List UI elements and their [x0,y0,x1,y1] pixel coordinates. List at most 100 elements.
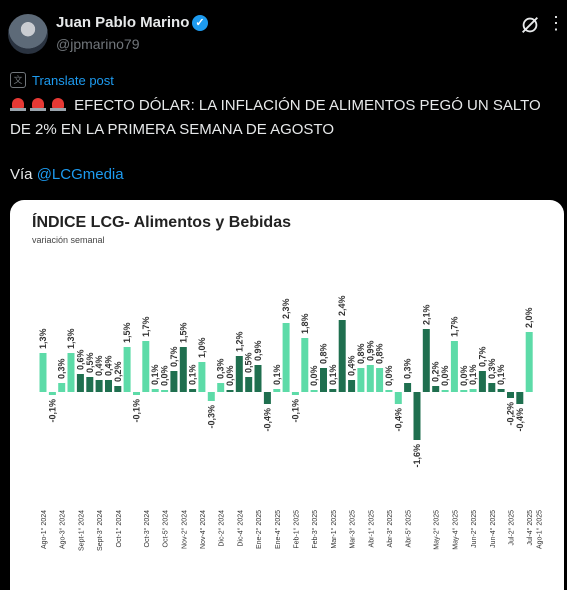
x-tick-label: Feb-3° 2025 [311,510,319,549]
bar [394,392,402,404]
bar [291,392,299,395]
data-label: 2,3% [281,298,291,319]
post-body: EFECTO DÓLAR: LA INFLACIÓN DE ALIMENTOS … [10,97,541,138]
data-label: 0,1% [468,364,478,385]
bar [497,389,505,392]
data-label: 0,3% [216,358,226,379]
data-label: -1,6% [412,444,422,468]
data-label: 1,3% [38,328,48,349]
bar [366,365,374,392]
data-label: 0,1% [272,364,282,385]
bar [86,377,94,392]
bar [189,389,197,392]
data-label: 0,7% [169,346,179,367]
data-label: 2,1% [421,304,431,325]
data-label: -0,1% [47,399,57,423]
x-tick-label: Abr-5° 2025 [405,510,413,548]
bar [376,368,384,392]
data-label: 2,0% [524,307,534,328]
data-label: -0,2% [506,402,516,426]
data-label: 1,0% [197,337,207,358]
bar [254,365,262,392]
x-tick-label: Abr-3° 2025 [386,510,394,548]
data-label: -0,1% [132,399,142,423]
data-label: 0,9% [365,340,375,361]
x-tick-label: Ago-3° 2024 [59,510,67,549]
bar [338,320,346,392]
data-label: 0,7% [477,346,487,367]
data-label: 0,1% [496,364,506,385]
x-tick-label: Ago-1° 2024 [40,510,48,549]
translate-post-link[interactable]: 文 Translate post [10,72,114,88]
data-label: 0,8% [319,343,329,364]
data-label: 1,7% [141,316,151,337]
bar [488,383,496,392]
data-label: 1,2% [234,331,244,352]
bar [142,341,150,392]
chart-image[interactable]: 1,3% -0,1% 0,3% 1,3% 0,6% 0,5% 0,4% 0,4% 0,2% 1,5… [10,200,564,590]
x-tick-label: Mar-1° 2025 [330,510,338,549]
data-label: 0,6% [75,349,85,370]
grok-icon[interactable] [519,14,541,36]
bar [310,390,318,392]
more-icon[interactable]: ⋮ [547,13,566,33]
siren-icon [10,96,26,112]
data-label: 0,8% [375,343,385,364]
author-name[interactable]: Juan Pablo Marino [56,14,190,31]
x-tick-label: Jun-2° 2025 [470,510,478,548]
chart-title: ÍNDICE LCG- Alimentos y Bebidas [32,214,291,231]
data-label: 1,8% [300,313,310,334]
data-label: 0,4% [347,355,357,376]
data-label: 0,8% [356,343,366,364]
siren-icon [50,96,66,112]
x-tick-label: Oct-1° 2024 [115,510,123,548]
bar [76,374,84,392]
x-tick-label: Oct-3° 2024 [143,510,151,548]
bar [217,383,225,392]
bar [357,368,365,392]
bar [263,392,271,404]
data-label: 0,4% [104,355,114,376]
avatar[interactable] [8,14,48,54]
bar [95,380,103,392]
data-label: 0,0% [440,365,450,386]
chart-subtitle: variación semanal [32,235,105,245]
translate-label: Translate post [32,72,114,88]
bar [179,347,187,392]
data-label: 0,9% [253,340,263,361]
data-label: -0,1% [290,399,300,423]
data-label: 2,4% [337,295,347,316]
bar [282,323,290,392]
data-label: 0,4% [94,355,104,376]
data-label: 0,2% [431,361,441,382]
mention-link[interactable]: @LCGmedia [36,166,124,183]
data-label: 1,5% [122,322,132,343]
x-tick-label: Sept-1° 2024 [77,510,85,551]
x-tick-label: May-4° 2025 [451,510,459,550]
bar [151,389,159,392]
bar [507,392,514,398]
bar [48,392,56,395]
bar [516,392,524,404]
bar [422,329,430,392]
data-label: 0,5% [85,352,95,373]
author-handle[interactable]: @jpmarino79 [56,36,140,52]
x-tick-label: Jul-2° 2025 [508,510,516,546]
bar [114,386,122,392]
x-tick-label: Dic-4° 2024 [236,510,244,547]
data-label: 1,7% [449,316,459,337]
data-label: 1,3% [66,328,76,349]
translate-icon: 文 [10,72,26,88]
bar [478,371,486,392]
bar [207,392,215,401]
bar [441,390,449,392]
bar [525,332,533,392]
x-tick-label: Oct-5° 2024 [162,510,170,548]
data-label: 0,0% [309,365,319,386]
data-label: 0,1% [328,364,338,385]
x-tick-label: Ago-1° 2025 [536,510,544,549]
bar [245,377,253,392]
data-label: 0,2% [113,361,123,382]
bar [385,390,393,392]
bar [320,368,327,392]
